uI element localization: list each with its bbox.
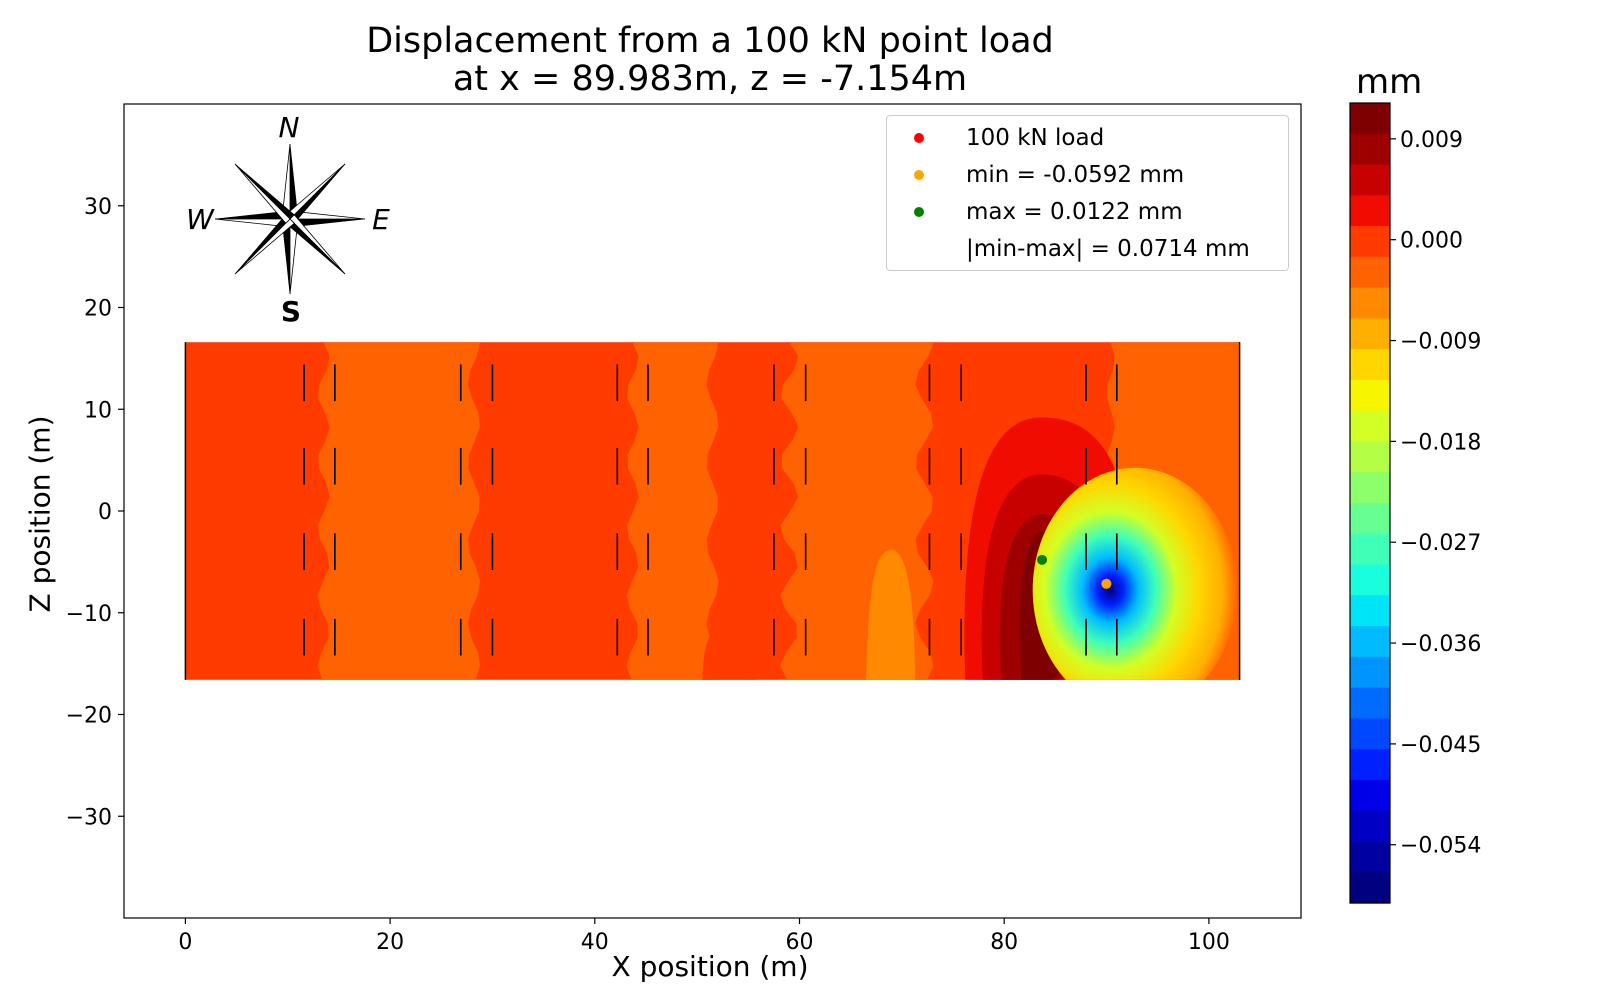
colorbar-segment: [1350, 349, 1390, 381]
colorbar-tick-label: −0.027: [1400, 531, 1481, 556]
marker-points: [1037, 554, 1112, 589]
y-tick-label: −10: [66, 602, 112, 627]
colorbar-segment: [1350, 810, 1390, 843]
y-tick-label: 30: [84, 195, 112, 220]
colorbar-segment: [1350, 226, 1390, 258]
support-marks: [303, 364, 1118, 656]
compass-rose-icon: N E S W: [186, 111, 390, 328]
legend-item-max: max = 0.0122 mm: [887, 197, 1288, 227]
legend-item-min: min = -0.0592 mm: [887, 160, 1288, 190]
colorbar-tick-label: −0.036: [1400, 632, 1481, 657]
field-min-region: [1032, 467, 1238, 680]
compass-spike-light: [234, 163, 291, 224]
max-point-marker: [1037, 554, 1048, 565]
colorbar-segment: [1350, 195, 1390, 227]
min-point-marker: [1101, 578, 1112, 589]
y-axis-label: Z position (m): [23, 415, 57, 613]
y-tick-label: 0: [98, 500, 112, 525]
colorbar-tick-label: −0.018: [1400, 430, 1481, 455]
field-base-notch: [702, 634, 758, 680]
colorbar-tick-label: 0.000: [1400, 229, 1463, 254]
displacement-field: [185, 342, 1240, 680]
max-marker-icon: [914, 207, 924, 217]
field-light-patch: [866, 549, 916, 680]
chart-title-line-1: Displacement from a 100 kN point load: [366, 21, 1054, 61]
colorbar-segment: [1350, 687, 1390, 719]
x-tick-label: 100: [1188, 930, 1230, 955]
colorbar-segment: [1350, 503, 1390, 535]
x-axis-label: X position (m): [611, 950, 809, 983]
colorbar-tick-label: 0.009: [1400, 128, 1463, 153]
colorbar-segment: [1350, 841, 1390, 873]
colorbar-segment: [1350, 379, 1390, 412]
colorbar-segment: [1350, 749, 1390, 781]
legend-label-range: |min-max| = 0.0714 mm: [966, 236, 1250, 262]
chart-title-line-2: at x = 89.983m, z = -7.154m: [452, 59, 968, 99]
colorbar-segment: [1350, 533, 1390, 566]
colorbar-segment: [1350, 441, 1390, 473]
colorbar-segment: [1350, 718, 1390, 750]
x-tick-label: 20: [376, 930, 404, 955]
colorbar-segment: [1350, 256, 1390, 289]
x-tick-label: 0: [178, 930, 192, 955]
x-axis-ticks: 0 20 40 60 80 100: [178, 918, 1230, 955]
y-tick-label: −20: [66, 704, 112, 729]
colorbar: 0.009 0.000 −0.009 −0.018 −0.027 −0.036 −0.045…: [1349, 102, 1481, 904]
legend-item-range: |min-max| = 0.0714 mm: [887, 234, 1288, 264]
compass-label-s: S: [281, 295, 301, 328]
colorbar-tick-label: −0.045: [1400, 733, 1481, 758]
compass-label-n: N: [279, 111, 300, 144]
compass-label-e: E: [372, 203, 390, 236]
colorbar-tick-label: −0.009: [1400, 330, 1481, 355]
domain-edges: [184, 342, 1241, 680]
field-band-2: [626, 342, 719, 680]
colorbar-segment: [1350, 779, 1390, 812]
x-tick-label: 80: [990, 930, 1018, 955]
compass-label-w: W: [186, 203, 215, 236]
colorbar-frame: [1349, 102, 1391, 904]
compass-spike-light: [234, 218, 295, 275]
legend-label-load: 100 kN load: [966, 125, 1105, 151]
colorbar-tick-label: −0.054: [1400, 834, 1481, 859]
colorbar-segment: [1350, 472, 1390, 504]
colorbar-segment: [1350, 103, 1390, 135]
x-tick-label: 60: [785, 930, 813, 955]
legend: 100 kN load min = -0.0592 mm max = 0.012…: [886, 115, 1289, 271]
legend-item-load: 100 kN load: [887, 123, 1288, 153]
colorbar-segment: [1350, 133, 1390, 166]
colorbar-segment: [1350, 872, 1390, 904]
colorbar-segment: [1350, 595, 1390, 627]
legend-label-max: max = 0.0122 mm: [966, 199, 1183, 225]
y-tick-label: 20: [84, 297, 112, 322]
y-tick-label: −30: [66, 805, 112, 830]
colorbar-segment: [1350, 656, 1390, 689]
colorbar-segment: [1350, 287, 1390, 319]
x-tick-label: 40: [581, 930, 609, 955]
colorbar-segment: [1350, 564, 1390, 596]
colorbar-unit-label: mm: [1356, 62, 1423, 102]
y-tick-label: 10: [84, 398, 112, 423]
field-band-1: [317, 342, 481, 680]
load-marker-icon: [914, 133, 924, 143]
colorbar-segment: [1350, 318, 1390, 350]
colorbar-segment: [1350, 410, 1390, 443]
legend-label-min: min = -0.0592 mm: [966, 162, 1185, 188]
y-axis-ticks: 30 20 10 0 −10 −20 −30: [66, 195, 124, 830]
colorbar-segment: [1350, 626, 1390, 658]
min-marker-icon: [914, 170, 924, 180]
colorbar-segment: [1350, 164, 1390, 196]
